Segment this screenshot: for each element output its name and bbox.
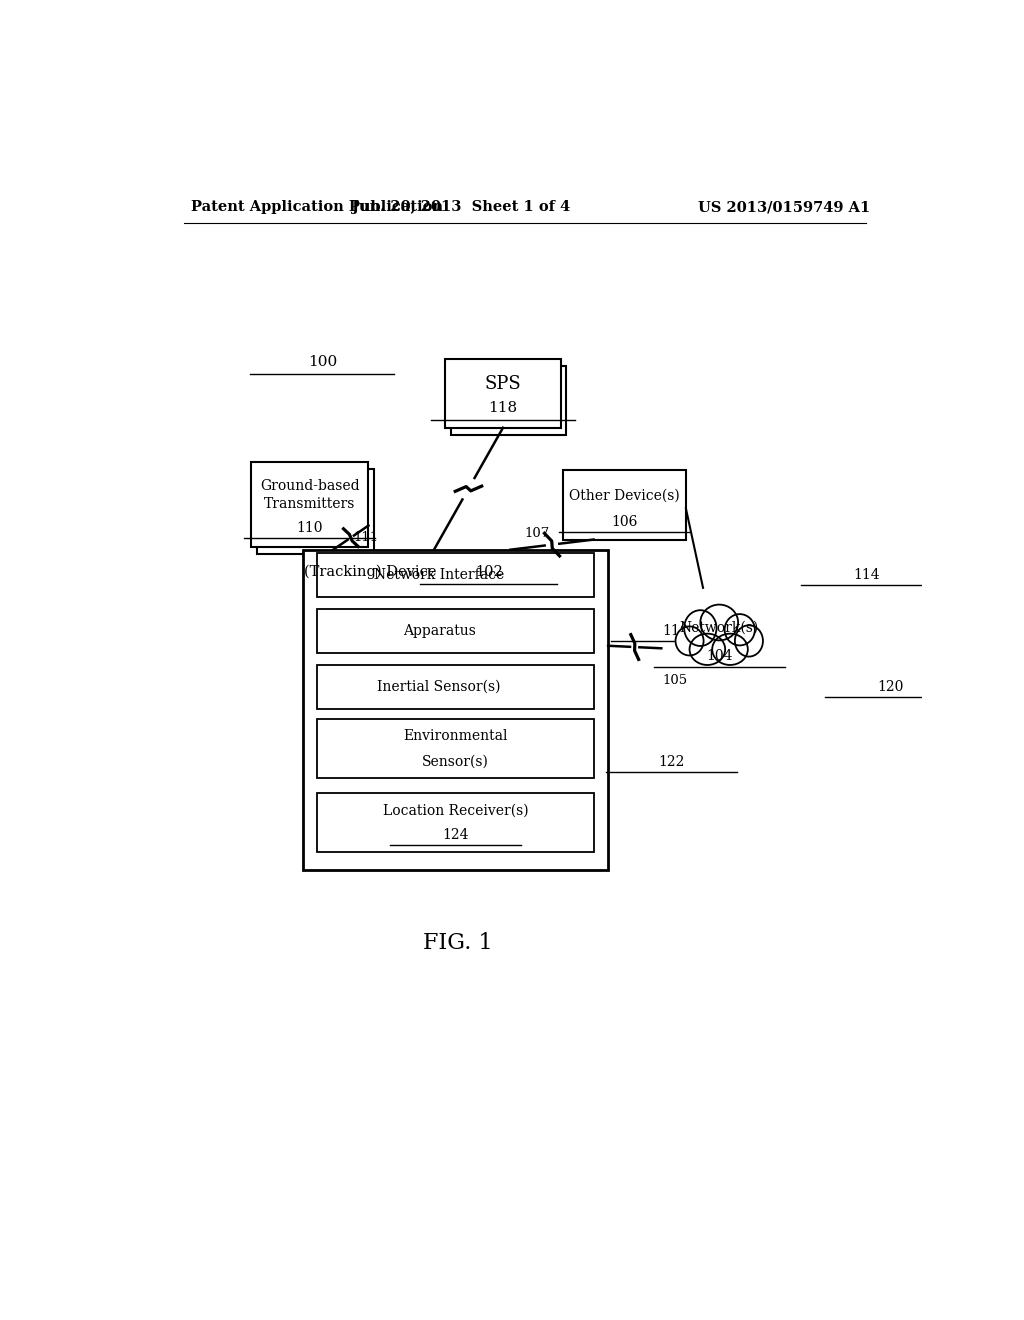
FancyBboxPatch shape (257, 470, 374, 554)
Text: 110: 110 (297, 521, 323, 535)
Text: Ground-based: Ground-based (260, 479, 359, 492)
Text: 105: 105 (663, 675, 688, 688)
FancyBboxPatch shape (316, 792, 594, 851)
Text: 104: 104 (706, 649, 732, 664)
Text: 120: 120 (878, 680, 903, 694)
FancyBboxPatch shape (445, 359, 560, 428)
Text: 106: 106 (611, 515, 638, 528)
Text: Inertial Sensor(s): Inertial Sensor(s) (377, 680, 510, 694)
FancyBboxPatch shape (303, 549, 608, 870)
Text: US 2013/0159749 A1: US 2013/0159749 A1 (697, 201, 870, 214)
Text: 100: 100 (308, 355, 337, 368)
Ellipse shape (689, 634, 725, 665)
Text: Network(s): Network(s) (680, 620, 759, 635)
Text: 111: 111 (353, 531, 378, 544)
FancyBboxPatch shape (451, 366, 566, 434)
FancyBboxPatch shape (316, 719, 594, 779)
Text: Jun. 20, 2013  Sheet 1 of 4: Jun. 20, 2013 Sheet 1 of 4 (352, 201, 570, 214)
Text: 122: 122 (658, 755, 684, 768)
Ellipse shape (700, 605, 738, 640)
Ellipse shape (725, 614, 755, 645)
Text: (Tracking) Device: (Tracking) Device (304, 565, 441, 579)
Text: Transmitters: Transmitters (264, 498, 355, 511)
Text: 102: 102 (475, 565, 503, 579)
Text: 116: 116 (663, 624, 689, 638)
Text: Network Interface: Network Interface (374, 568, 513, 582)
Text: Other Device(s): Other Device(s) (569, 488, 680, 503)
Text: Apparatus: Apparatus (402, 624, 484, 638)
Text: 114: 114 (853, 568, 880, 582)
Ellipse shape (676, 627, 703, 656)
FancyBboxPatch shape (251, 462, 369, 546)
Ellipse shape (713, 634, 748, 665)
Ellipse shape (684, 610, 717, 645)
Text: Sensor(s): Sensor(s) (422, 755, 488, 768)
FancyBboxPatch shape (316, 609, 594, 653)
Text: Location Receiver(s): Location Receiver(s) (383, 804, 528, 817)
Text: Patent Application Publication: Patent Application Publication (191, 201, 443, 214)
Text: SPS: SPS (484, 375, 521, 393)
Text: FIG. 1: FIG. 1 (423, 932, 493, 954)
Text: Environmental: Environmental (403, 729, 508, 743)
Ellipse shape (735, 626, 763, 656)
Text: 118: 118 (488, 401, 517, 416)
FancyBboxPatch shape (563, 470, 686, 540)
FancyBboxPatch shape (316, 664, 594, 709)
Text: 124: 124 (442, 828, 469, 842)
Text: 107: 107 (524, 527, 550, 540)
FancyBboxPatch shape (316, 553, 594, 598)
